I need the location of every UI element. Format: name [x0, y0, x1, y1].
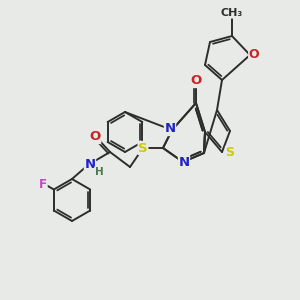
Text: N: N: [84, 158, 96, 172]
Text: S: S: [138, 142, 148, 154]
Text: H: H: [94, 167, 103, 177]
Text: S: S: [226, 146, 235, 160]
Text: N: N: [164, 122, 175, 136]
Text: O: O: [89, 130, 100, 143]
Text: F: F: [39, 178, 47, 191]
Text: N: N: [178, 155, 190, 169]
Text: CH₃: CH₃: [221, 8, 243, 18]
Text: O: O: [190, 74, 202, 88]
Text: O: O: [249, 49, 259, 62]
